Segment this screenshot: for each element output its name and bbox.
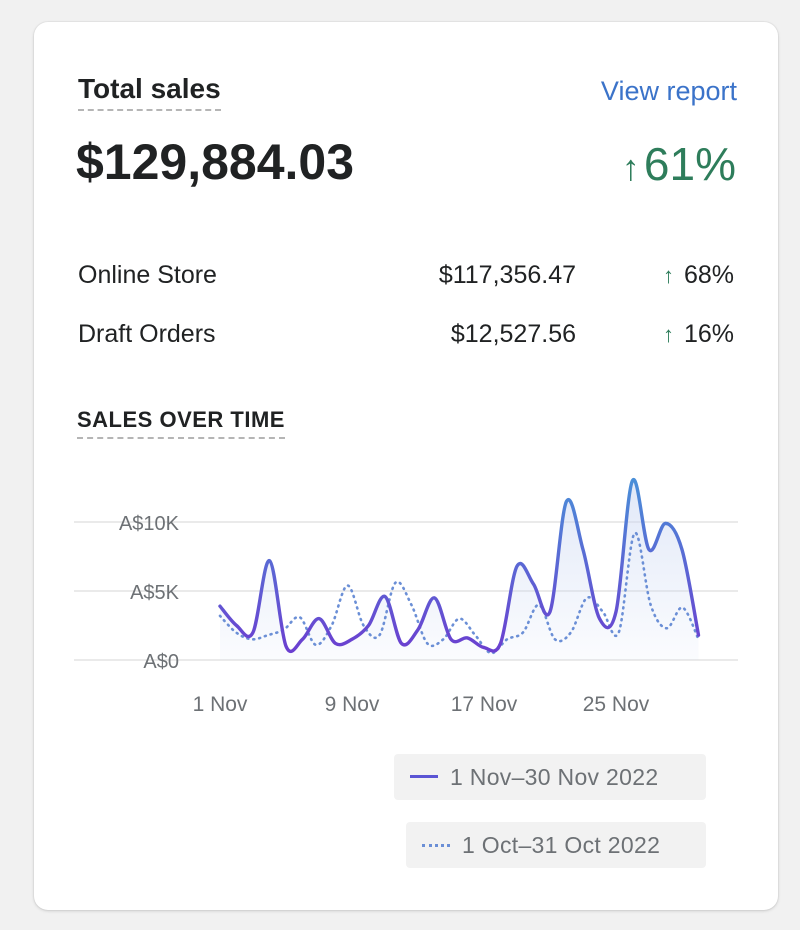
dotted-line-swatch-icon xyxy=(422,844,450,847)
channel-label: Online Store xyxy=(78,261,217,289)
x-tick-label: 9 Nov xyxy=(325,693,380,716)
channel-change-value: 16% xyxy=(683,320,734,348)
channel-change: ↑ 16% xyxy=(663,314,734,355)
arrow-up-icon: ↑ xyxy=(662,263,674,288)
y-tick-label: A$5K xyxy=(130,582,180,604)
sales-over-time-heading[interactable]: SALES OVER TIME xyxy=(77,406,285,439)
legend-item-current[interactable]: 1 Nov–30 Nov 2022 xyxy=(394,754,706,800)
legend-label: 1 Nov–30 Nov 2022 xyxy=(450,764,659,790)
legend-item-previous[interactable]: 1 Oct–31 Oct 2022 xyxy=(406,822,706,868)
arrow-up-icon: ↑ xyxy=(621,147,640,188)
current-series-area xyxy=(220,479,699,660)
previous-series-line xyxy=(218,531,700,655)
channel-change-value: 68% xyxy=(683,261,734,289)
total-change-badge: ↑61% xyxy=(622,134,736,198)
x-tick-label: 17 Nov xyxy=(451,693,518,716)
channel-label: Draft Orders xyxy=(78,320,216,348)
channel-change: ↑ 68% xyxy=(663,255,734,296)
card-title[interactable]: Total sales xyxy=(78,72,221,111)
channel-value: $12,527.56 xyxy=(450,320,576,348)
arrow-up-icon: ↑ xyxy=(662,322,674,347)
x-tick-label: 25 Nov xyxy=(583,693,650,716)
view-report-link[interactable]: View report xyxy=(600,76,737,106)
total-sales-card: Total sales View report $129,884.03 ↑61%… xyxy=(34,22,778,910)
channel-value: $117,356.47 xyxy=(438,261,576,289)
total-change-value: 61% xyxy=(643,138,736,190)
y-tick-label: A$10K xyxy=(119,513,180,535)
sales-over-time-chart: A$0 A$5K A$10K 1 Nov 9 Nov 17 Nov 25 Nov xyxy=(74,478,738,716)
solid-line-swatch-icon xyxy=(410,775,438,778)
x-tick-label: 1 Nov xyxy=(193,693,248,716)
channel-row-draft-orders: Draft Orders $12,527.56 ↑ 16% xyxy=(78,314,734,354)
total-sales-value: $129,884.03 xyxy=(76,134,355,190)
y-tick-label: A$0 xyxy=(143,651,179,673)
current-series-line xyxy=(218,478,701,653)
legend-label: 1 Oct–31 Oct 2022 xyxy=(462,832,661,858)
channel-row-online-store: Online Store $117,356.47 ↑ 68% xyxy=(78,255,734,295)
